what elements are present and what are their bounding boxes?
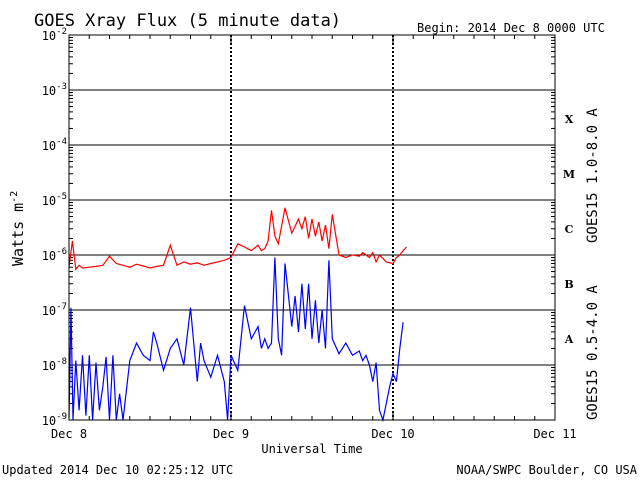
- y-tick-label-2: 10-7: [42, 302, 67, 318]
- grid: [68, 34, 556, 421]
- legend-series-short: GOES15 0.5-4.0 A: [585, 285, 601, 420]
- y-tick-label-6: 10-3: [42, 82, 67, 98]
- flare-class-X: X: [565, 113, 574, 126]
- y-axis-label-text: Watts m: [9, 203, 27, 266]
- plot-frame: [68, 34, 556, 421]
- flare-class-C: C: [565, 223, 574, 236]
- x-tick-label-1: Dec 9: [213, 427, 249, 441]
- flare-class-M: M: [563, 168, 575, 181]
- y-tick-label-0: 10-9: [42, 412, 67, 428]
- series-layer: [68, 207, 407, 423]
- y-tick-label-5: 10-4: [42, 137, 67, 153]
- y-tick-label-7: 10-2: [42, 27, 67, 43]
- begin-label: Begin: 2014 Dec 8 0000 UTC: [417, 21, 605, 35]
- legend-series-long: GOES15 1.0-8.0 A: [585, 108, 601, 243]
- flare-class-B: B: [564, 278, 573, 291]
- y-axis-label-exponent: -2: [9, 191, 20, 203]
- chart-title: GOES Xray Flux (5 minute data): [34, 11, 341, 31]
- series-line-0: [68, 207, 407, 271]
- y-tick-labels: 10-9 10-8 10-7 10-6 10-5 10-4 10-3 10-2: [42, 27, 67, 428]
- updated-timestamp: Updated 2014 Dec 10 02:25:12 UTC: [2, 463, 233, 477]
- x-tick-labels: Dec 8 Dec 9 Dec 10 Dec 11: [51, 427, 577, 441]
- flare-class-labels: X M C B A: [563, 113, 575, 346]
- y-axis-label: Watts m-2: [9, 191, 27, 266]
- credit-label: NOAA/SWPC Boulder, CO USA: [456, 463, 637, 477]
- x-tick-label-3: Dec 11: [533, 427, 576, 441]
- series-line-1: [68, 257, 404, 423]
- x-axis-label: Universal Time: [261, 442, 362, 456]
- y-tick-label-3: 10-6: [42, 247, 67, 263]
- x-tick-label-2: Dec 10: [371, 427, 414, 441]
- y-tick-label-4: 10-5: [42, 192, 67, 208]
- x-tick-label-0: Dec 8: [51, 427, 87, 441]
- y-tick-label-1: 10-8: [42, 357, 67, 373]
- flare-class-A: A: [564, 333, 574, 346]
